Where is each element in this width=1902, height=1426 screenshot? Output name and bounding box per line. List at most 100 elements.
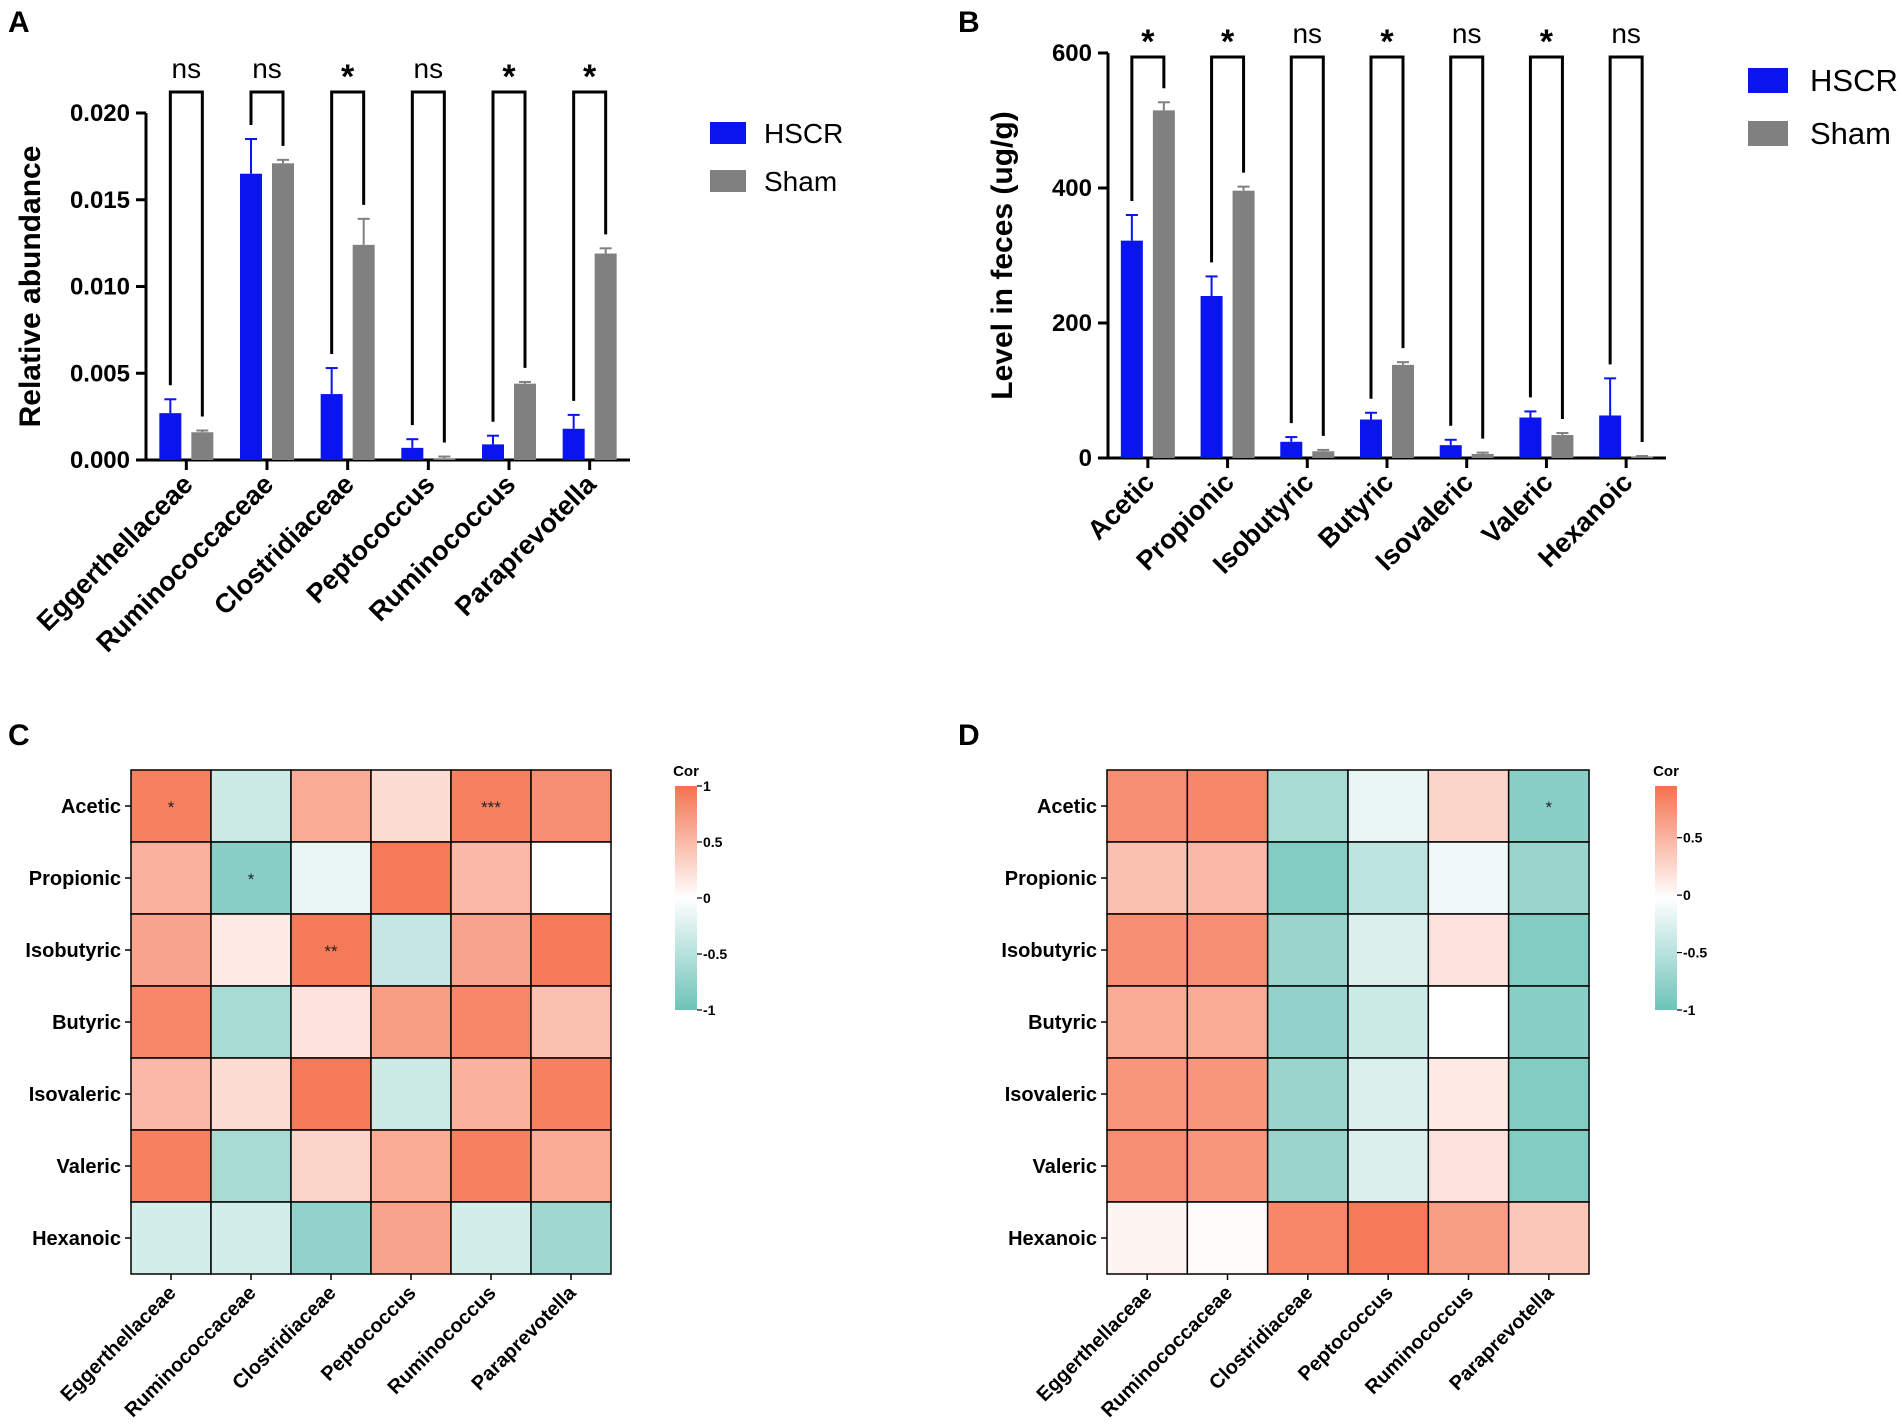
bar-sham-butyric [1392, 364, 1414, 458]
significance-bracket [168, 90, 204, 417]
row-label-isobutyric: Isobutyric [25, 940, 121, 962]
heatmap-cell-hexanoic-clostridiaceae [1266, 1201, 1349, 1275]
heatmap-cell-isobutyric-ruminococcaceae [1186, 913, 1269, 987]
significance-label: ns [1611, 18, 1641, 49]
heatmap-cell-hexanoic-eggerthellaceae [130, 1201, 212, 1275]
y-tick-label: 0.000 [70, 447, 130, 474]
colorbar-tick-label: 1 [703, 778, 711, 794]
y-tick-label: 0.010 [70, 274, 130, 301]
significance-bracket [1528, 55, 1564, 420]
heatmap-cell-hexanoic-ruminococcus [1427, 1201, 1510, 1275]
heatmap-cell-butyric-paraprevotella [530, 985, 612, 1059]
bar-sham-eggerthellaceae [191, 432, 214, 460]
legend-swatch-sham [1748, 121, 1788, 146]
y-tick-label: 400 [1052, 175, 1092, 202]
heatmap-cell-acetic-ruminococcaceae [210, 769, 292, 843]
panel-letter-c: C [8, 719, 30, 752]
significance-label: ns [1452, 18, 1482, 49]
significance-bracket [1449, 55, 1485, 439]
heatmap-cell-hexanoic-paraprevotella [1507, 1201, 1590, 1275]
bar-hscr-butyric [1360, 419, 1382, 458]
row-label-isobutyric: Isobutyric [1001, 940, 1097, 962]
heatmap-cell-butyric-peptococcus [1347, 985, 1430, 1059]
bar-hscr-isovaleric [1439, 445, 1462, 458]
row-label-valeric: Valeric [1032, 1156, 1097, 1178]
bar-sham-isovaleric [1471, 453, 1494, 458]
row-label-hexanoic: Hexanoic [32, 1228, 121, 1250]
significance-label: *** [481, 798, 501, 817]
bar-sham-isobutyric [1312, 451, 1335, 458]
heatmap-cell-hexanoic-paraprevotella [530, 1201, 612, 1275]
bar-sham-ruminococcaceae [272, 163, 294, 460]
heatmap-cell-acetic-ruminococcus [450, 769, 532, 843]
bar-hscr-clostridiaceae [320, 394, 343, 460]
significance-bracket [1130, 55, 1166, 201]
significance-label: ns [414, 53, 444, 84]
heatmap-cell-propionic-eggerthellaceae [1106, 841, 1189, 915]
significance-label: * [1380, 23, 1394, 61]
legend-swatch-hscr [710, 122, 746, 144]
x-tick-label-acetic: Acetic [1082, 467, 1161, 546]
heatmap-cell-acetic-paraprevotella [530, 769, 612, 843]
colorbar-tick-label: -1 [703, 1002, 716, 1018]
bar-sham-peptococcus [433, 458, 456, 460]
row-label-acetic: Acetic [61, 796, 121, 818]
heatmap-cell-valeric-eggerthellaceae [130, 1129, 212, 1203]
significance-bracket [249, 90, 285, 146]
significance-label: ns [1292, 18, 1322, 49]
legend-label-hscr: HSCR [764, 118, 843, 149]
heatmap-cell-isobutyric-eggerthellaceae [130, 913, 212, 987]
heatmap-cell-propionic-ruminococcaceae [1186, 841, 1269, 915]
bar-hscr-eggerthellaceae [159, 413, 182, 460]
y-tick-label: 0.020 [70, 100, 130, 127]
colorbar [1655, 786, 1677, 1010]
bar-sham-acetic [1152, 110, 1175, 458]
heatmap-d: * Acetic Propionic Isobutyric Butyric Isovale… [1001, 763, 1707, 1422]
significance-label: * [341, 58, 355, 96]
colorbar-title: Cor [1653, 763, 1679, 780]
heatmap-cell-butyric-clostridiaceae [290, 985, 372, 1059]
heatmap-cell-acetic-ruminococcaceae [1186, 769, 1269, 843]
y-tick-label: 0.015 [70, 187, 130, 214]
bar-chart-a: 0.000 0.005 0.010 0.015 0.020 Relative abunda… [14, 53, 630, 658]
heatmap-cell-hexanoic-ruminococcaceae [210, 1201, 292, 1275]
bar-hscr-hexanoic [1599, 415, 1622, 458]
heatmap-cell-isovaleric-peptococcus [1347, 1057, 1430, 1131]
heatmap-cell-acetic-paraprevotella [1507, 769, 1590, 843]
significance-label: ** [324, 942, 338, 961]
heatmap-cell-hexanoic-eggerthellaceae [1106, 1201, 1189, 1275]
heatmap-cell-butyric-eggerthellaceae [1106, 985, 1189, 1059]
row-label-valeric: Valeric [56, 1156, 121, 1178]
colorbar-tick-label: 0 [1683, 887, 1691, 903]
heatmap-cell-hexanoic-peptococcus [1347, 1201, 1430, 1275]
heatmap-cell-valeric-clostridiaceae [1266, 1129, 1349, 1203]
x-tick-label-paraprevotella: Paraprevotella [449, 468, 603, 622]
significance-label: ns [252, 53, 282, 84]
heatmap-cell-isobutyric-ruminococcus [1427, 913, 1510, 987]
legend-swatch-sham [710, 170, 746, 192]
heatmap-cell-butyric-eggerthellaceae [130, 985, 212, 1059]
heatmap-cell-isovaleric-ruminococcus [450, 1057, 532, 1131]
legend-label-sham: Sham [1810, 116, 1891, 151]
significance-label: * [502, 58, 516, 96]
heatmap-cell-propionic-clostridiaceae [1266, 841, 1349, 915]
bar-hscr-paraprevotella [562, 428, 585, 460]
significance-bracket [491, 90, 527, 422]
heatmap-cell-isovaleric-paraprevotella [530, 1057, 612, 1131]
colorbar-title: Cor [673, 763, 699, 780]
heatmap-cell-valeric-paraprevotella [530, 1129, 612, 1203]
heatmap-cell-butyric-ruminococcus [1427, 985, 1510, 1059]
heatmap-cell-valeric-ruminococcaceae [1186, 1129, 1269, 1203]
heatmap-c: * ******AceticPropionicIsobutyricButyricI… [25, 763, 727, 1422]
colorbar [675, 786, 697, 1010]
bar-hscr-isobutyric [1280, 441, 1303, 458]
bar-hscr-ruminococcaceae [240, 173, 262, 460]
heatmap-cell-isobutyric-paraprevotella [1507, 913, 1590, 987]
heatmap-cell-propionic-peptococcus [1347, 841, 1430, 915]
heatmap-cell-isobutyric-clostridiaceae [290, 913, 372, 987]
heatmap-cell-isovaleric-ruminococcus [1427, 1057, 1510, 1131]
significance-label: * [1141, 23, 1155, 61]
significance-label: * [1546, 798, 1553, 817]
